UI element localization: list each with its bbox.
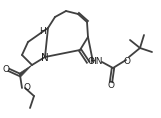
Text: H: H xyxy=(40,27,46,36)
Text: O: O xyxy=(24,82,30,91)
Text: O: O xyxy=(87,57,95,65)
Text: O: O xyxy=(3,65,9,74)
Text: O: O xyxy=(123,57,131,65)
Text: HN: HN xyxy=(89,57,103,67)
Text: N: N xyxy=(41,53,49,63)
Text: O: O xyxy=(108,82,114,91)
Polygon shape xyxy=(19,65,32,76)
